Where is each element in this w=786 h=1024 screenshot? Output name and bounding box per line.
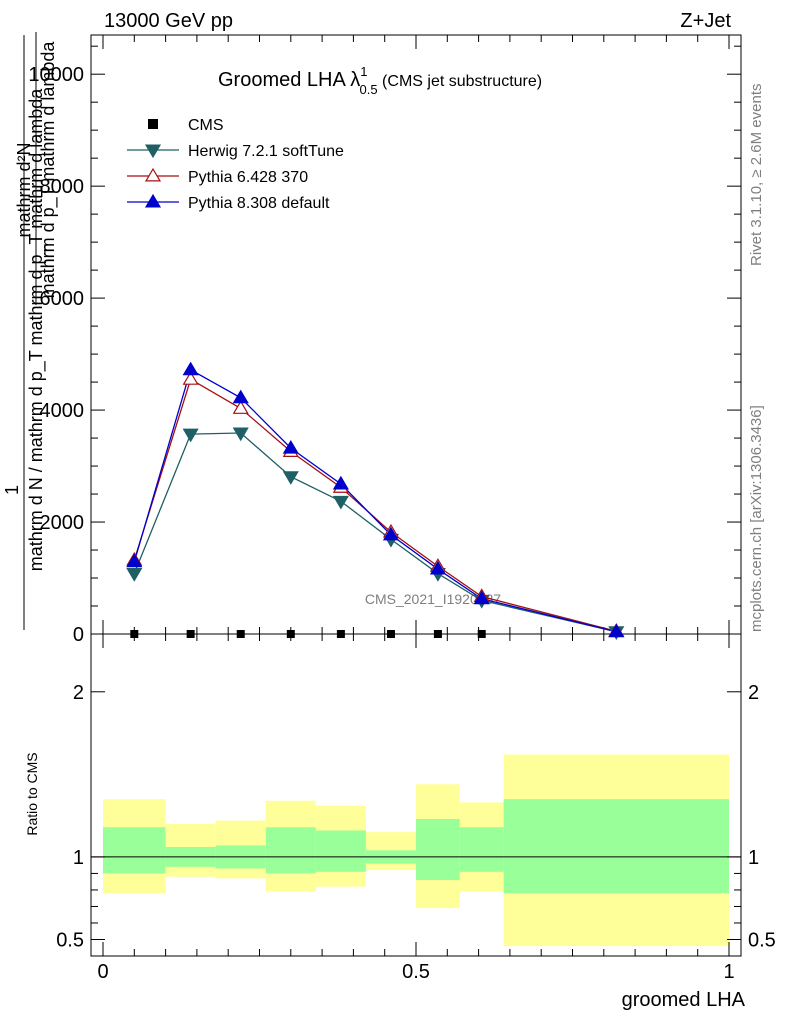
ratio-bands: [103, 754, 729, 947]
main-y-tick-label-0: 0: [73, 624, 84, 646]
cms-point-2: [236, 630, 245, 638]
y-axis-label-denominator: mathrm d N / mathrm d p_T mathrm d p_T m…: [26, 88, 47, 571]
x-ticks: 0 0.5 1: [97, 35, 735, 983]
ratio-inner-band-8: [503, 799, 729, 894]
series-1-point-1: [182, 371, 199, 385]
header-left: 13000 GeV pp: [104, 10, 233, 32]
legend-marker-2: [144, 193, 162, 208]
main-title-sub: 0.5: [360, 82, 378, 97]
rivet-info: Rivet 3.1.10, ≥ 2.6M events: [748, 84, 765, 267]
cms-point-6: [433, 630, 442, 638]
ratio-y-tick-label-left-0: 0.5: [56, 929, 84, 951]
y-axis-label: 1 mathrm d N / mathrm d p_T mathrm d p_T…: [2, 35, 47, 630]
series-2-point-8: [608, 623, 625, 638]
series-0-point-3: [282, 471, 299, 485]
main-title-prefix: Groomed LHA: [218, 69, 350, 91]
main-title-lambda: λ: [350, 69, 360, 91]
main-y-ticks: 0 2000 4000 6000 8000 10000: [28, 45, 741, 646]
series-1-point-2: [232, 400, 249, 414]
legend-marker-0: [144, 144, 162, 159]
legend-marker-cms: [148, 119, 158, 129]
series-0-point-2: [232, 427, 249, 442]
x-tick-label-0: 0: [97, 961, 108, 983]
legend-label-cms: CMS: [188, 117, 224, 134]
main-title-suffix: (CMS jet substructure): [378, 73, 542, 90]
series-2-point-5: [382, 526, 400, 541]
ratio-y-ticks: 0.5 0.5 1 1 2 2: [56, 682, 776, 952]
main-y-tick-label-3: 6000: [40, 288, 85, 310]
cms-points: [130, 630, 486, 638]
x-tick-label-1: 0.5: [402, 961, 430, 983]
y-axis-label-line1: mathrm d²N: [14, 142, 34, 237]
series-2-point-2: [232, 389, 249, 404]
main-title-sup: 1: [360, 64, 367, 79]
main-y-tick-label-4: 8000: [40, 176, 85, 198]
series-2-point-0: [126, 553, 143, 568]
series-2-point-6: [429, 560, 446, 575]
series-2-point-1: [182, 361, 199, 376]
cms-point-1: [186, 630, 195, 638]
ratio-inner-band-7: [459, 827, 504, 872]
ratio-y-tick-label-left-1: 1: [73, 847, 84, 869]
ratio-y-tick-label-right-0: 0.5: [748, 929, 776, 951]
legend-label-1: Pythia 6.428 370: [188, 169, 308, 186]
series-markers: [126, 361, 625, 640]
series-2-point-4: [332, 475, 349, 490]
ratio-y-tick-label-left-2: 2: [73, 682, 84, 704]
cms-point-0: [130, 630, 139, 638]
legend-label-0: Herwig 7.2.1 softTune: [188, 143, 344, 160]
series-0-point-1: [182, 428, 199, 443]
cms-point-5: [386, 630, 395, 638]
series-0-point-0: [126, 568, 143, 582]
main-y-tick-label-2: 4000: [40, 400, 85, 422]
main-y-tick-label-5: 10000: [28, 64, 84, 86]
series-2-point-7: [473, 590, 490, 605]
ratio-inner-band-6: [416, 818, 460, 881]
ratio-inner-band-3: [265, 827, 316, 874]
main-title: Groomed LHA λ1 0.5 (CMS jet substructure): [218, 64, 542, 97]
cms-point-3: [286, 630, 295, 638]
cms-point-7: [477, 630, 486, 638]
legend-marker-1: [144, 167, 162, 182]
main-y-tick-label-1: 2000: [40, 512, 85, 534]
series-0-point-4: [332, 495, 349, 510]
legend: CMS: [148, 117, 224, 134]
series-2-point-3: [282, 439, 299, 454]
ratio-y-tick-label-right-2: 2: [748, 682, 759, 704]
ratio-y-tick-label-right-1: 1: [748, 847, 759, 869]
ratio-inner-band-0: [103, 827, 166, 874]
ratio-axis-label: Ratio to CMS: [24, 752, 40, 835]
x-axis-label: groomed LHA: [622, 989, 746, 1011]
ratio-inner-band-4: [315, 830, 366, 872]
header-right: Z+Jet: [680, 10, 731, 32]
legend-label-2: Pythia 8.308 default: [188, 195, 330, 212]
watermark: CMS_2021_I1920187: [365, 591, 501, 607]
mcplots-info: mcplots.cern.ch [arXiv:1306.3436]: [748, 405, 765, 632]
y-axis-label-line2: mathrm d p_T mathrm d lambda: [38, 41, 59, 299]
y-axis-label-numerator: 1: [2, 485, 22, 495]
y-axis-label-inner: mathrm d²N mathrm d p_T mathrm d lambda: [14, 32, 59, 305]
cms-point-4: [336, 630, 345, 638]
legend-series: Herwig 7.2.1 softTune Pythia 6.428 370 Pyt…: [127, 143, 344, 212]
x-tick-label-2: 1: [723, 961, 734, 983]
